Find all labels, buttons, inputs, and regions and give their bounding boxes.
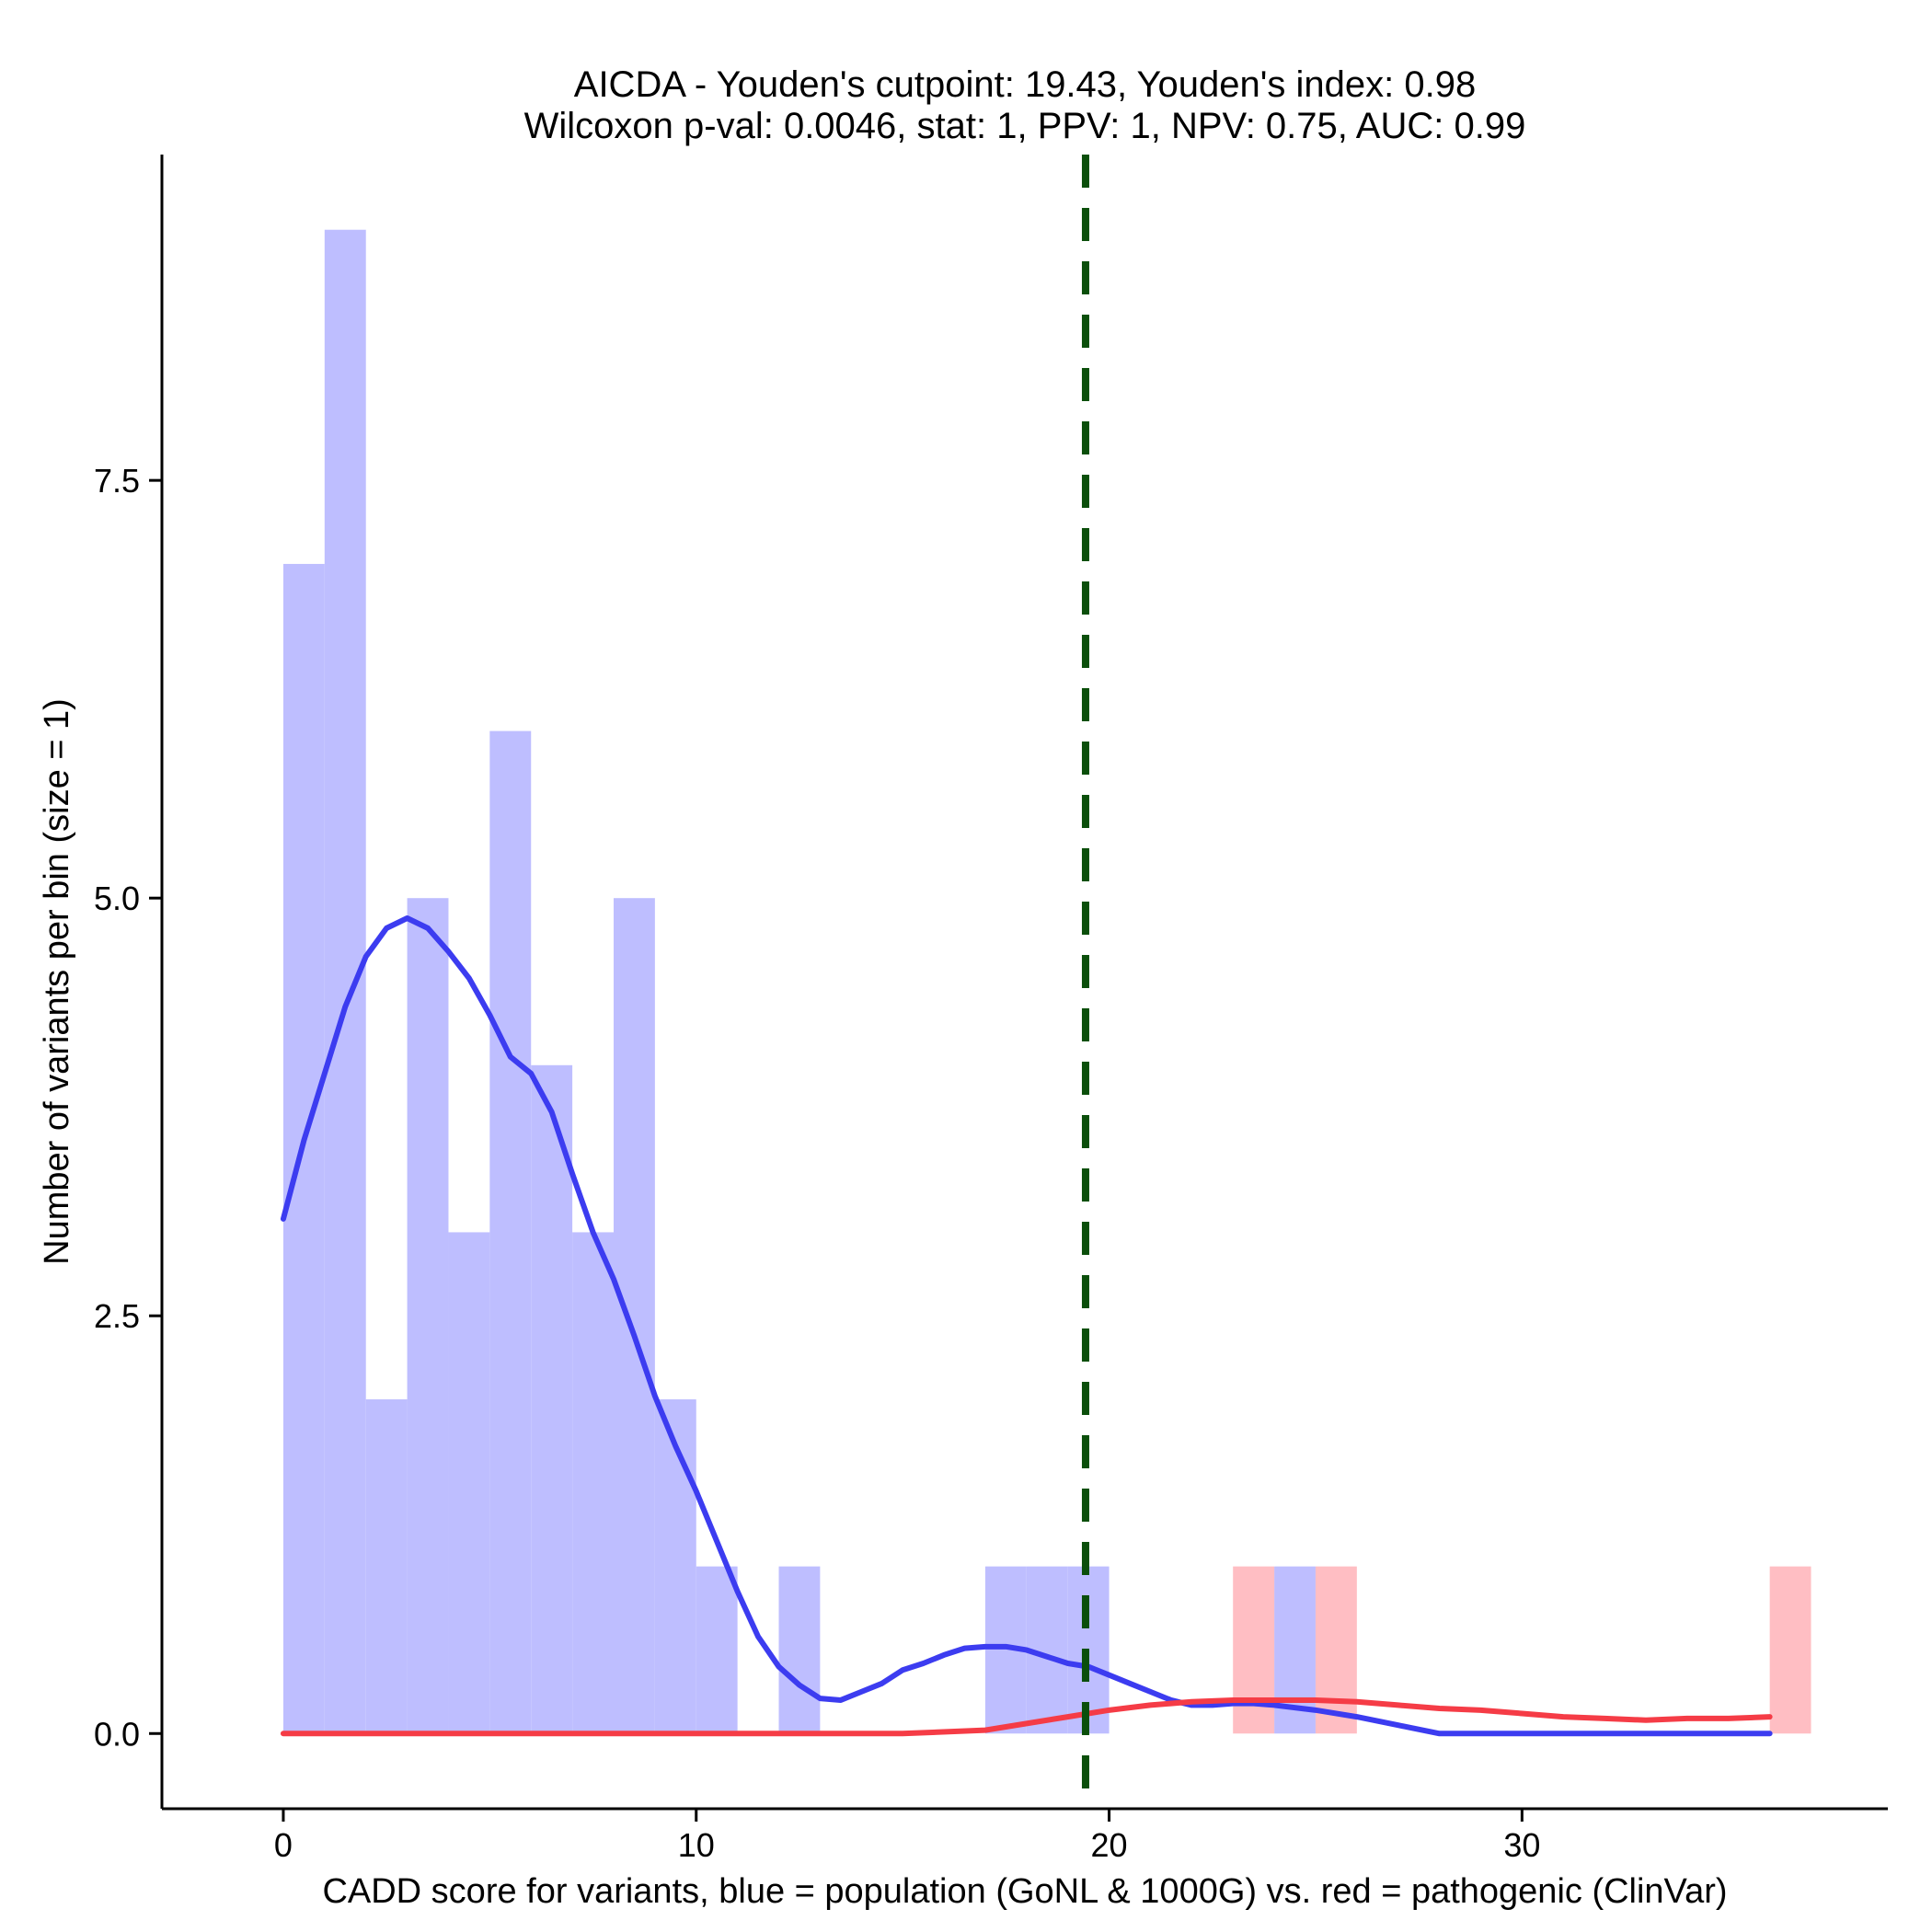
y-tick-label-3: 7.5	[94, 462, 140, 500]
x-tick-label-0: 0	[274, 1826, 293, 1864]
y-axis-ticks: 0.0 2.5 5.0 7.5	[94, 462, 162, 1753]
y-tick-label-2: 5.0	[94, 880, 140, 917]
x-tick-label-30: 30	[1503, 1826, 1540, 1864]
population-bar-3	[407, 898, 449, 1734]
population-bar-1	[324, 229, 366, 1734]
x-tick-label-10: 10	[678, 1826, 715, 1864]
population-bar-6	[531, 1064, 573, 1734]
population-bar-10	[696, 1566, 738, 1734]
pathogenic-density-line	[280, 1696, 1773, 1737]
population-bar-12	[778, 1566, 821, 1734]
population-bar-9	[654, 1399, 696, 1734]
y-tick-label-1: 2.5	[94, 1297, 140, 1335]
pathogenic-bar-23	[1233, 1566, 1275, 1734]
population-bars	[282, 229, 1316, 1734]
chart-title-line-2: Wilcoxon p-val: 0.0046, stat: 1, PPV: 1,…	[524, 106, 1526, 146]
x-axis-ticks: 0 10 20 30	[274, 1809, 1540, 1864]
y-tick-label-0: 0.0	[94, 1715, 140, 1753]
population-bar-8	[613, 898, 655, 1734]
pathogenic-bar-25	[1315, 1566, 1357, 1734]
population-bar-4	[448, 1232, 490, 1734]
population-bar-2	[365, 1399, 408, 1734]
chart-title-line-1: AICDA - Youden's cutpoint: 19.43, Youden…	[574, 64, 1476, 105]
y-axis-label: Number of variants per bin (size = 1)	[38, 698, 76, 1265]
x-tick-label-20: 20	[1091, 1826, 1128, 1864]
population-density-line	[280, 914, 1773, 1737]
pathogenic-bar-36	[1769, 1566, 1811, 1734]
population-bar-5	[489, 730, 532, 1734]
density-lines	[280, 914, 1773, 1737]
x-axis-label: CADD score for variants, blue = populati…	[322, 1872, 1727, 1911]
population-bar-7	[572, 1232, 614, 1734]
